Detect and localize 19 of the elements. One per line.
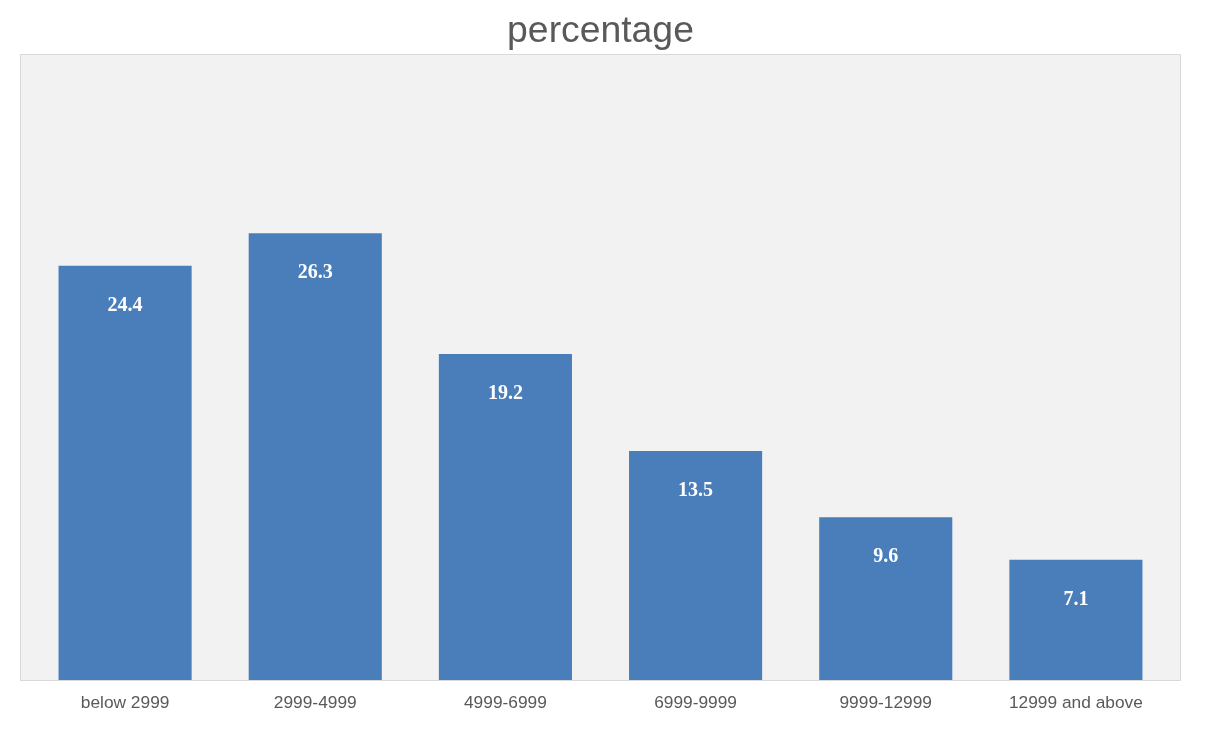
data-label: 7.1 [1063, 586, 1089, 609]
bar [438, 354, 572, 681]
x-tick-label: 6999-9999 [654, 691, 738, 712]
bar [248, 233, 382, 681]
data-label: 26.3 [297, 260, 333, 283]
data-label: 24.4 [107, 292, 143, 315]
x-tick-label: below 2999 [80, 691, 170, 712]
data-label: 19.2 [487, 381, 523, 404]
data-label: 9.6 [873, 544, 899, 567]
x-tick-label: 9999-12999 [839, 691, 933, 712]
bar [819, 517, 953, 681]
bar [58, 265, 192, 681]
x-tick-label: 2999-4999 [273, 691, 357, 712]
x-tick-label: 4999-6999 [463, 691, 547, 712]
bar [1009, 559, 1143, 681]
data-label: 13.5 [678, 477, 714, 500]
x-tick-label: 12999 and above [1008, 691, 1143, 712]
chart-title: percentage [507, 7, 694, 50]
bar [629, 450, 763, 681]
